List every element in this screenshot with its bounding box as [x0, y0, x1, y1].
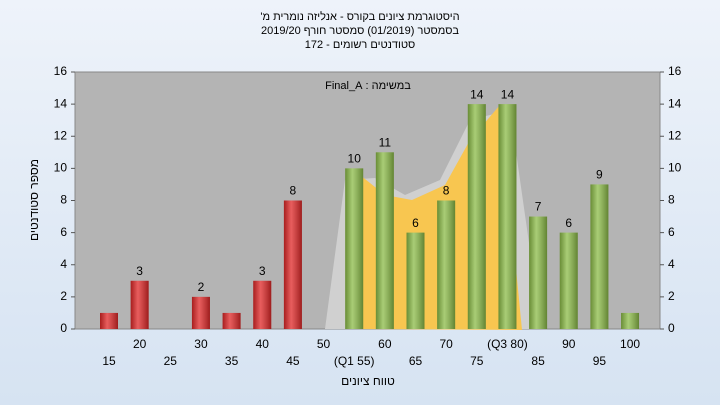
- value-label: 10: [348, 152, 362, 166]
- y-tick-label: 8: [60, 193, 67, 207]
- x-axis-label: טווח ציונים: [341, 374, 395, 388]
- value-label: 3: [259, 264, 266, 278]
- x-tick-label: 100: [620, 337, 640, 351]
- value-label: 11: [379, 135, 392, 149]
- bar-shade: [437, 200, 456, 329]
- title-line: היסטוגרמת ציונים בקורס - אנליזה נומרית מ…: [260, 10, 459, 23]
- y2-tick-label: 16: [668, 64, 682, 78]
- y2-tick-label: 2: [668, 289, 675, 303]
- bar-shade: [406, 232, 425, 329]
- y2-tick-label: 6: [668, 225, 675, 239]
- y-tick-label: 16: [54, 64, 68, 78]
- annotation: במשימה : Final_A: [325, 80, 411, 92]
- x-tick-label: 15: [102, 354, 116, 368]
- x-tick-label: 30: [194, 337, 208, 351]
- x-tick-label: 70: [439, 337, 453, 351]
- bar-shade: [375, 152, 394, 329]
- bar-shade: [222, 312, 241, 329]
- value-label: 7: [535, 200, 542, 214]
- value-label: 9: [596, 168, 603, 182]
- bar-shade: [191, 296, 210, 329]
- x-tick-label: (Q1 55): [334, 354, 375, 368]
- value-label: 8: [290, 184, 297, 198]
- bar-shade: [498, 104, 517, 329]
- bar-shade: [130, 280, 149, 329]
- x-tick-label: 25: [164, 354, 178, 368]
- title-line: סטודנטים רשומים - 172: [305, 39, 416, 51]
- y2-tick-label: 8: [668, 193, 675, 207]
- value-label: 2: [198, 280, 205, 294]
- x-tick-label: 95: [593, 354, 607, 368]
- x-tick-label: 85: [531, 354, 545, 368]
- value-label: 3: [136, 264, 143, 278]
- x-tick-label: 45: [286, 354, 300, 368]
- y2-tick-label: 4: [668, 257, 675, 271]
- bar-shade: [253, 280, 272, 329]
- value-label: 14: [470, 87, 484, 101]
- x-tick-label: 20: [133, 337, 147, 351]
- value-label: 14: [501, 87, 515, 101]
- bar-shade: [467, 104, 486, 329]
- y-tick-label: 2: [60, 289, 67, 303]
- value-label: 8: [443, 184, 450, 198]
- x-tick-label: (Q3 80): [487, 337, 528, 351]
- bar-shade: [345, 168, 364, 329]
- y2-tick-label: 12: [668, 128, 682, 142]
- y2-tick-label: 10: [668, 161, 682, 175]
- y-tick-label: 0: [60, 321, 67, 335]
- y2-tick-label: 14: [668, 96, 682, 110]
- y-axis-label: מספר סטודנטים: [27, 159, 41, 241]
- value-label: 6: [412, 216, 419, 230]
- x-tick-label: 90: [562, 337, 576, 351]
- bar-shade: [559, 232, 578, 329]
- value-label: 6: [565, 216, 572, 230]
- bar-shade: [529, 216, 548, 329]
- bar-shade: [621, 312, 640, 329]
- x-tick-label: 35: [225, 354, 239, 368]
- y2-tick-label: 0: [668, 321, 675, 335]
- bar-shade: [100, 312, 118, 329]
- x-tick-label: 60: [378, 337, 392, 351]
- y-tick-label: 10: [54, 161, 68, 175]
- y-tick-label: 6: [60, 225, 67, 239]
- y-tick-label: 12: [54, 128, 68, 142]
- x-tick-label: 40: [256, 337, 270, 351]
- bar-shade: [590, 184, 609, 329]
- y-tick-label: 4: [60, 257, 67, 271]
- x-tick-label: 50: [317, 337, 331, 351]
- x-tick-label: 75: [470, 354, 484, 368]
- bar-shade: [283, 200, 302, 329]
- title-line: בסמסטר (01/2019) סמסטר חורף 2019/20: [261, 25, 459, 37]
- y-tick-label: 14: [54, 96, 68, 110]
- x-tick-label: 65: [409, 354, 423, 368]
